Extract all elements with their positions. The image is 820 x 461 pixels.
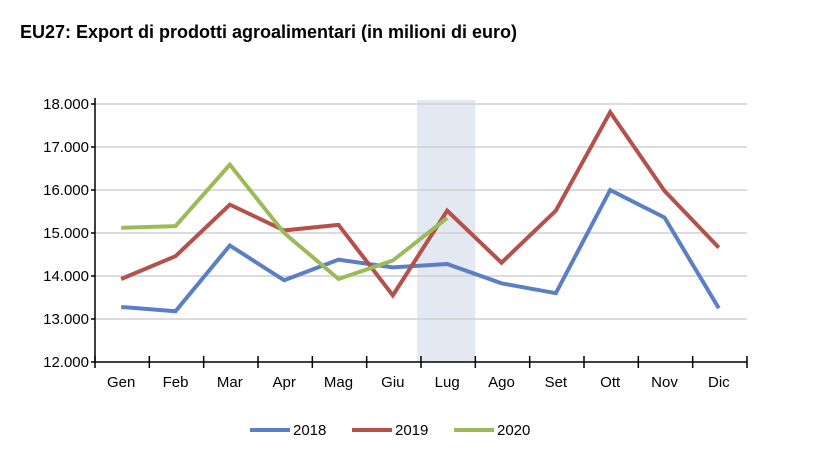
chart-title: EU27: Export di prodotti agroalimentari …: [20, 22, 518, 42]
x-tick-label: Apr: [272, 374, 295, 391]
legend-label-2019: 2019: [395, 422, 428, 439]
y-tick-label: 18.000: [43, 96, 89, 113]
x-tick-label: Ago: [488, 374, 515, 391]
x-tick-label: Set: [545, 374, 568, 391]
x-tick-label: Nov: [651, 374, 678, 391]
y-tick-label: 16.000: [43, 182, 89, 199]
series-line-2018: [121, 187, 721, 314]
y-tick-label: 13.000: [43, 311, 89, 328]
x-tick-label: Gen: [107, 374, 135, 391]
x-tick-label: Giu: [381, 374, 404, 391]
y-tick-label: 12.000: [43, 354, 89, 371]
y-tick-label: 15.000: [43, 225, 89, 242]
y-tick-label: 14.000: [43, 268, 89, 285]
legend-label-2020: 2020: [497, 422, 530, 439]
x-tick-label: Mar: [217, 374, 243, 391]
series-line-2020: [121, 161, 449, 282]
x-tick-label: Feb: [163, 374, 189, 391]
legend-label-2018: 2018: [293, 422, 326, 439]
x-tick-label: Ott: [600, 374, 621, 391]
x-tick-label: Mag: [324, 374, 353, 391]
y-tick-label: 17.000: [43, 139, 89, 156]
x-tick-label: Dic: [708, 374, 730, 391]
x-tick-label: Lug: [435, 374, 460, 391]
series-line-2019: [120, 108, 721, 299]
